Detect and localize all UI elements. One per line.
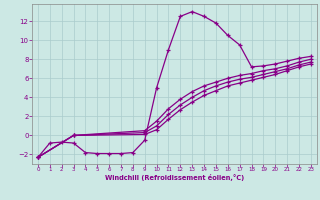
X-axis label: Windchill (Refroidissement éolien,°C): Windchill (Refroidissement éolien,°C) bbox=[105, 174, 244, 181]
